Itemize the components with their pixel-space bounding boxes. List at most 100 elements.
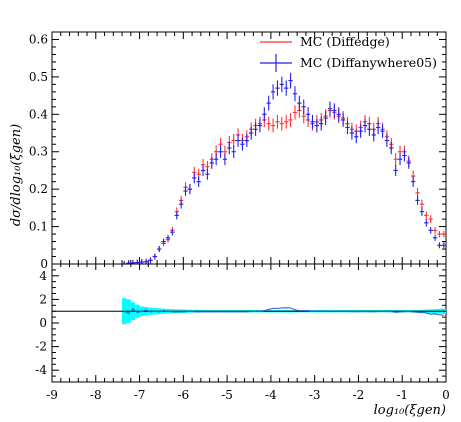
point-diffedge	[284, 114, 289, 129]
point-diffanywhere	[349, 126, 355, 140]
main-y-tick-label: 0.4	[29, 107, 48, 121]
point-diffedge	[424, 211, 429, 220]
point-diffanywhere	[371, 128, 376, 142]
point-diffanywhere	[200, 164, 206, 177]
legend: MC (Diffedge) MC (Diffanywhere05)	[260, 34, 437, 72]
main-y-tick-label: 0.1	[29, 220, 48, 234]
point-diffanywhere	[152, 253, 158, 260]
main-y-tick-labels: 0 0.1 0.2 0.3 0.4 0.5 0.6	[29, 32, 48, 271]
point-diffanywhere	[402, 149, 407, 162]
x-tick-label: -2	[353, 388, 365, 402]
point-diffanywhere	[332, 103, 337, 118]
point-diffanywhere	[410, 176, 416, 187]
point-diffanywhere	[292, 86, 298, 102]
ratio-panel-frame	[51, 263, 447, 383]
point-diffanywhere	[209, 157, 214, 169]
point-diffanywhere	[178, 199, 184, 209]
point-diffanywhere	[319, 116, 324, 131]
point-diffanywhere	[432, 234, 438, 241]
x-axis-title: log₁₀(ξgen)	[374, 403, 446, 418]
point-diffedge	[275, 114, 280, 129]
point-diffedge	[270, 118, 276, 133]
point-diffanywhere	[130, 259, 136, 264]
ratio-y-tick-label: 4	[39, 269, 47, 283]
point-diffedge	[292, 105, 298, 120]
point-diffanywhere	[393, 164, 398, 177]
ratio-y-tick-label: -4	[35, 363, 47, 377]
legend-label-diffedge: MC (Diffedge)	[300, 34, 390, 49]
x-tick-label: -1	[396, 388, 408, 402]
main-y-tick-label: 0.6	[29, 32, 48, 46]
point-diffedge	[437, 230, 442, 238]
ratio-y-tick-label: -2	[35, 340, 47, 354]
ratio-y-tick-label: 2	[39, 292, 47, 306]
main-y-tick-label: 0.5	[29, 70, 48, 84]
point-diffanywhere	[340, 112, 346, 127]
point-diffanywhere	[367, 122, 372, 137]
point-diffanywhere	[297, 95, 302, 111]
point-diffanywhere	[310, 114, 315, 129]
point-diffanywhere	[275, 80, 280, 96]
point-diffanywhere	[336, 107, 341, 122]
point-diffedge	[231, 134, 236, 147]
main-panel-ticks	[51, 32, 447, 265]
point-diffedge	[432, 226, 438, 234]
point-diffanywhere	[183, 186, 188, 196]
point-diffanywhere	[135, 259, 140, 264]
point-diffanywhere	[375, 120, 381, 135]
x-tick-label: -4	[265, 388, 277, 402]
ratio-y-tick-label: 0	[39, 316, 47, 330]
point-diffanywhere	[196, 176, 201, 187]
point-diffanywhere	[389, 141, 394, 155]
point-diffanywhere	[323, 111, 328, 126]
point-diffanywhere	[222, 153, 228, 166]
point-diffanywhere	[327, 101, 333, 116]
point-diffedge	[279, 116, 285, 131]
main-y-axis-title: dσ/dlog₁₀(ξgen)	[9, 124, 24, 226]
main-y-tick-label: 0.2	[29, 182, 48, 196]
x-tick-label: -8	[90, 388, 102, 402]
x-tick-label: 0	[442, 388, 450, 402]
point-diffanywhere	[218, 145, 223, 158]
ratio-panel-ticks	[51, 264, 447, 382]
point-diffanywhere	[213, 153, 219, 166]
point-diffanywhere	[284, 80, 289, 96]
point-diffanywhere	[380, 124, 385, 138]
point-diffanywhere	[170, 228, 175, 236]
point-diffanywhere	[301, 99, 306, 115]
point-diffanywhere	[415, 195, 420, 206]
x-tick-label: -9	[46, 388, 58, 402]
point-diffanywhere	[244, 134, 249, 147]
point-diffanywhere	[231, 145, 236, 158]
x-tick-label: -3	[309, 388, 321, 402]
point-diffanywhere	[257, 118, 263, 133]
point-diffedge	[441, 230, 446, 238]
point-diffanywhere	[270, 84, 276, 100]
point-diffedge	[419, 199, 425, 209]
point-diffanywhere	[227, 141, 232, 155]
point-diffanywhere	[354, 130, 359, 144]
point-diffanywhere	[397, 153, 403, 166]
x-tick-label: -6	[177, 388, 189, 402]
point-diffanywhere	[139, 259, 144, 264]
x-tick-labels: -9 -8 -7 -6 -5 -4 -3 -2 -1 0	[46, 388, 450, 402]
ratio-curve	[123, 307, 444, 316]
point-diffanywhere	[279, 76, 285, 93]
point-diffanywhere	[165, 234, 171, 241]
point-diffanywhere	[240, 137, 245, 151]
ratio-data-marks	[52, 298, 446, 325]
point-diffanywhere	[406, 157, 411, 169]
point-diffanywhere	[187, 184, 193, 195]
point-diffedge	[288, 112, 293, 127]
point-diffanywhere	[266, 95, 271, 111]
point-diffanywhere	[143, 258, 149, 264]
point-diffanywhere	[345, 120, 350, 135]
main-y-tick-label: 0	[40, 257, 48, 271]
point-diffanywhere	[441, 242, 446, 249]
main-y-tick-label: 0.3	[29, 145, 48, 159]
point-diffanywhere	[305, 107, 311, 122]
point-diffanywhere	[424, 219, 429, 227]
point-diffanywhere	[235, 134, 241, 147]
point-diffanywhere	[253, 122, 258, 137]
point-diffanywhere	[148, 257, 153, 264]
